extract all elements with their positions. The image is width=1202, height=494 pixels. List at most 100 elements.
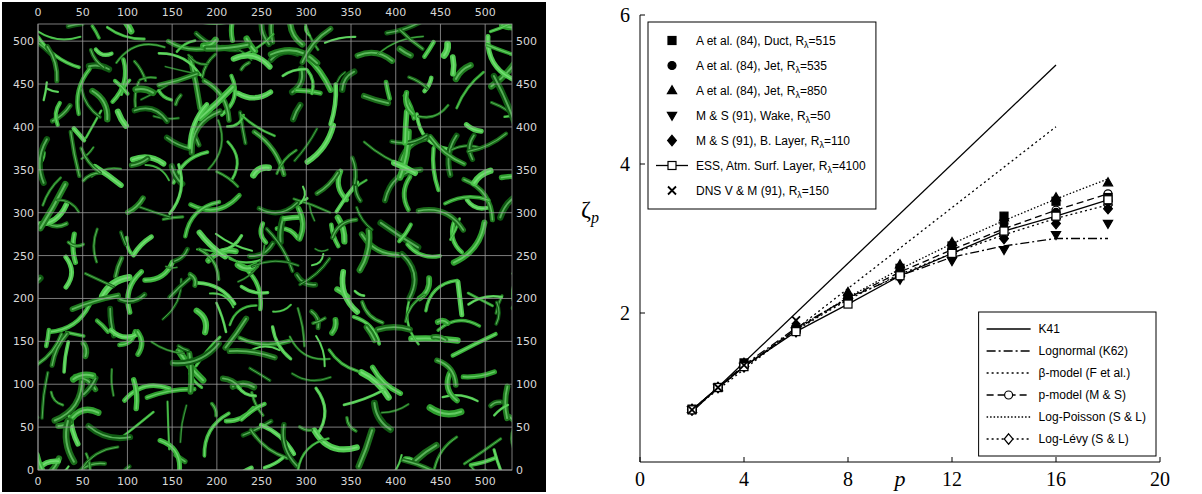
vortex-highlight [424,42,433,57]
vortex-highlight [230,306,256,325]
vortex-tube [360,231,369,270]
vortex-highlight [159,74,197,85]
vortex-tube [159,74,197,85]
vortex-tube [267,229,293,271]
vortex-tube [406,295,425,322]
vortex-tube [241,287,267,294]
vortex-tube [463,372,494,377]
vortex-tube [332,320,336,333]
legend-marker [668,37,676,45]
vortex-highlight [135,108,168,121]
vortex-highlight [357,208,372,230]
vortex-highlight [400,30,423,49]
vortex-highlight [386,82,390,99]
vortex-highlight [313,318,325,323]
vortex-highlight [80,447,118,470]
vortex-highlight [312,312,319,328]
legend-label: M & S (91), Wake, Rλ=50 [696,109,831,125]
data-point [714,384,722,392]
vortex-tube [170,278,190,297]
vortex-highlight [92,26,99,38]
vortex-highlight [71,132,80,176]
legend-entries: K41Lognormal (K62)β-model (F et al.)p-mo… [987,322,1146,446]
vortex-tube [73,296,119,310]
vortex-highlight [394,163,415,173]
tick-label: 50 [20,421,34,434]
data-point [713,383,722,391]
vortex-tube [145,165,169,180]
vortex-highlight [207,45,248,49]
data-point [1051,232,1060,240]
vortex-highlight [107,27,144,39]
vortex-highlight [89,426,131,438]
tick-label: 200 [13,292,34,305]
vortex-highlight [444,44,448,55]
vortex-highlight [359,430,372,466]
vortex-highlight [307,125,333,161]
axes: 048121620246pζp [581,4,1170,491]
grid-line [38,41,512,42]
vortex-highlight [332,220,356,238]
vortex-tube [170,165,182,214]
vortex-tube [259,203,297,213]
data-point [688,406,696,414]
tick-mark [952,457,953,462]
vortex-highlight [253,168,268,176]
vortex-highlight [138,332,142,355]
vortex-highlight [509,417,512,467]
vortex-highlight [210,293,233,307]
vortex-highlight [120,412,153,439]
tick-label: 150 [516,335,537,348]
vortex-highlight [84,343,87,356]
vortex-highlight [267,229,293,271]
vortex-highlight [402,254,415,298]
vortex-tube [66,257,72,287]
vortex-tube [308,70,314,93]
vortex-highlight [73,234,76,262]
vortex-highlight [136,89,153,93]
legend: A et al. (84), Duct, Rλ=515A et al. (84)… [648,22,876,209]
vortex-highlight [259,203,297,213]
vortex-highlight [140,77,156,79]
tick-label: 400 [385,6,406,19]
vortex-tube [89,66,109,70]
vortex-highlight [292,374,330,381]
vortex-highlight [273,327,291,359]
tick-label: 150 [162,6,183,19]
legend-entries: A et al. (84), Duct, Rλ=515A et al. (84)… [656,34,866,200]
vortex-highlight [128,198,143,212]
legend-marker [667,112,676,120]
data-point [740,363,748,371]
vortex-highlight [382,455,402,470]
vortex-tube [284,217,300,219]
vortex-highlight [40,139,47,183]
x-axis-line [640,462,1160,463]
vortex-tube [466,125,481,132]
vortex-highlight [316,388,325,435]
vortex-tube [226,319,247,348]
vortex-tube [296,90,320,93]
vortex-highlight [66,257,72,287]
tick-label: 150 [13,335,34,348]
legend-label: DNS V & M (91), Rλ=150 [696,184,829,200]
vortex-tube [357,208,372,230]
legend-line [987,372,1031,373]
vortex-highlight [170,278,190,297]
vortex-highlight [46,330,49,346]
vortex-tube [457,72,484,108]
vortex-highlight [433,148,438,190]
tick-mark [1056,457,1057,462]
vortex-tube [179,346,189,350]
tick-mark [1160,457,1161,462]
vortex-tube [494,405,508,416]
grid-line [38,341,512,342]
tick-label: 2 [620,302,630,324]
vortex-tube [444,44,448,55]
grid-line [82,24,83,470]
vortex-tube [494,450,501,470]
vortex-tube [494,76,512,123]
vortex-tube [47,89,58,92]
vortex-tube [140,207,170,217]
vortex-highlight [220,236,241,251]
legend-label: A et al. (84), Duct, Rλ=515 [696,34,836,50]
